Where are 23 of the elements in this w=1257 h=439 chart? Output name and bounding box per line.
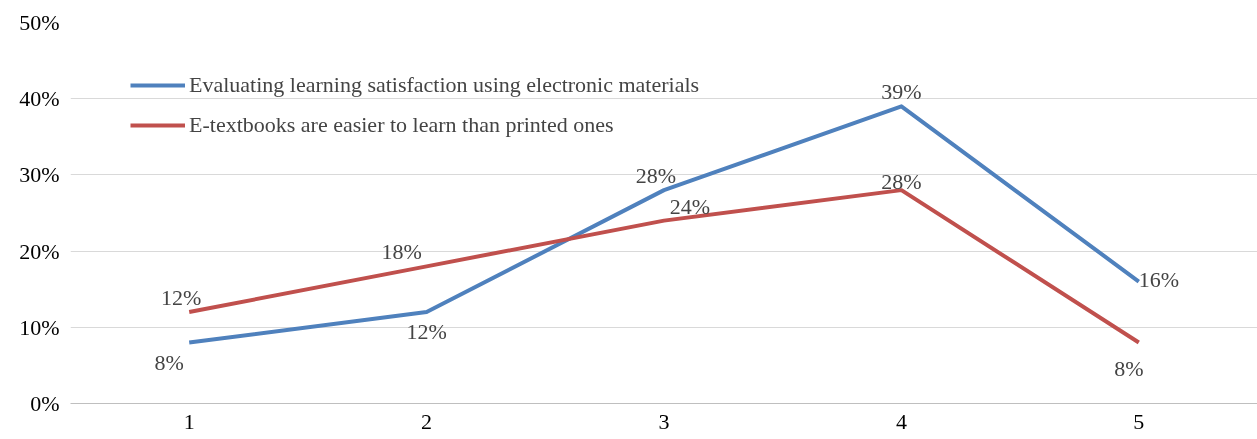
data-label: 24% bbox=[669, 193, 711, 219]
y-tick-label: 0% bbox=[30, 391, 60, 416]
data-label: 12% bbox=[406, 319, 447, 345]
y-tick-label: 30% bbox=[19, 162, 60, 188]
data-label: 12% bbox=[161, 285, 202, 311]
legend-label: Evaluating learning satisfaction using electronic materials bbox=[189, 72, 700, 98]
data-label: 28% bbox=[635, 163, 677, 189]
y-tick-label: 50% bbox=[19, 10, 60, 35]
y-tick-label: 40% bbox=[19, 86, 60, 112]
data-label: 18% bbox=[381, 239, 422, 265]
data-label: 39% bbox=[881, 79, 922, 105]
data-label: 28% bbox=[881, 169, 922, 195]
data-label: 16% bbox=[1138, 266, 1179, 292]
x-tick-label: 4 bbox=[895, 408, 907, 434]
data-label: 8% bbox=[154, 349, 184, 375]
y-tick-label: 10% bbox=[19, 314, 60, 340]
x-tick-label: 5 bbox=[1133, 408, 1145, 434]
x-tick-label: 1 bbox=[183, 408, 195, 434]
data-label: 8% bbox=[1114, 355, 1144, 381]
y-tick-label: 20% bbox=[19, 238, 60, 264]
x-tick-label: 2 bbox=[421, 408, 433, 434]
legend-label: E-textbooks are easier to learn than printed ones bbox=[189, 112, 614, 138]
x-tick-label: 3 bbox=[658, 408, 670, 434]
